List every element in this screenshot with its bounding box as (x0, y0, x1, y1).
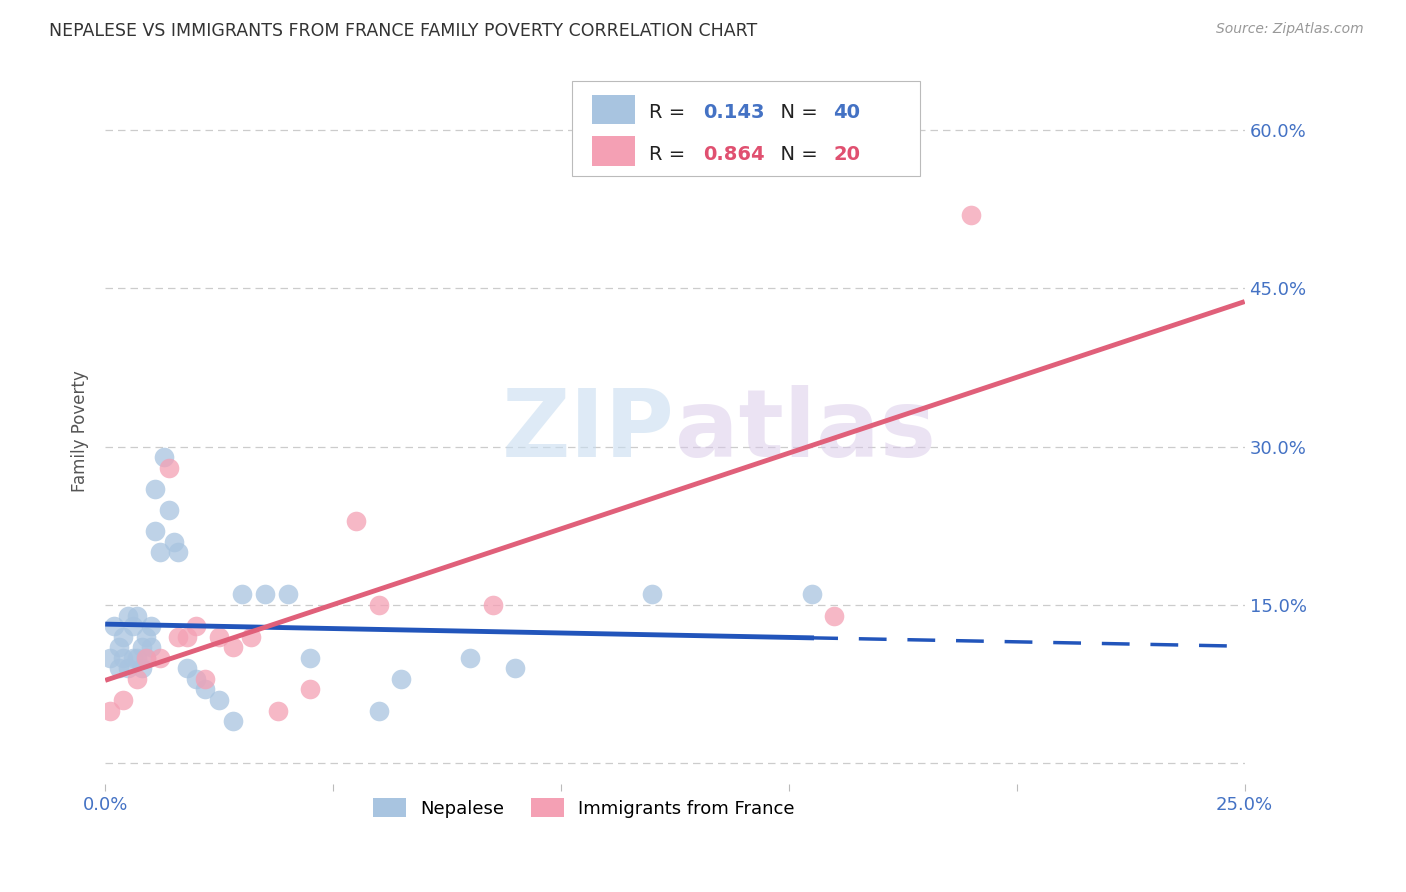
Text: 20: 20 (834, 145, 860, 164)
Point (186, 672, 208, 686)
Point (194, 672, 217, 686)
Point (131, 661, 153, 675)
Point (149, 545, 172, 559)
Point (458, 650, 481, 665)
Point (103, 619, 125, 633)
Point (823, 608, 845, 623)
FancyBboxPatch shape (572, 81, 920, 177)
Point (167, 630, 190, 644)
Point (108, 640, 131, 655)
Point (186, 619, 208, 633)
Point (127, 608, 149, 623)
Text: R =: R = (648, 145, 692, 164)
Point (222, 640, 245, 655)
Point (367, 704, 389, 718)
Y-axis label: Family Poverty: Family Poverty (72, 370, 89, 491)
Point (276, 587, 298, 601)
Point (167, 545, 190, 559)
Point (299, 682, 322, 697)
Point (208, 693, 231, 707)
Point (98, 650, 121, 665)
Point (135, 650, 157, 665)
Point (112, 630, 135, 644)
Text: 0.864: 0.864 (703, 145, 765, 164)
Point (143, 524, 166, 538)
Text: atlas: atlas (675, 385, 936, 477)
Point (149, 650, 172, 665)
Point (131, 640, 153, 655)
Point (112, 693, 135, 707)
Point (481, 598, 503, 612)
FancyBboxPatch shape (592, 95, 636, 124)
Point (505, 661, 527, 675)
Point (800, 587, 823, 601)
Point (222, 714, 245, 728)
Point (112, 650, 135, 665)
Point (108, 661, 131, 675)
Point (98, 704, 121, 718)
FancyBboxPatch shape (592, 136, 636, 166)
Point (344, 514, 367, 528)
Point (208, 630, 231, 644)
Point (153, 450, 176, 465)
Text: N =: N = (768, 103, 824, 122)
Point (176, 630, 198, 644)
Text: R =: R = (648, 103, 692, 122)
Point (176, 661, 198, 675)
Point (299, 650, 322, 665)
Legend: Nepalese, Immigrants from France: Nepalese, Immigrants from France (366, 791, 801, 825)
Point (367, 598, 389, 612)
Point (127, 650, 149, 665)
Point (135, 650, 157, 665)
Point (157, 461, 180, 475)
Point (127, 672, 149, 686)
Text: 0.143: 0.143 (703, 103, 765, 122)
Point (121, 650, 143, 665)
Point (267, 704, 290, 718)
Point (960, 208, 983, 222)
Point (117, 661, 139, 675)
Point (641, 587, 664, 601)
Text: NEPALESE VS IMMIGRANTS FROM FRANCE FAMILY POVERTY CORRELATION CHART: NEPALESE VS IMMIGRANTS FROM FRANCE FAMIL… (49, 22, 758, 40)
Point (143, 482, 166, 496)
Point (135, 630, 157, 644)
Point (194, 682, 217, 697)
Point (240, 630, 263, 644)
Point (391, 672, 413, 686)
Point (121, 619, 143, 633)
Point (139, 640, 162, 655)
Point (162, 534, 184, 549)
Point (139, 619, 162, 633)
Text: ZIP: ZIP (502, 385, 675, 477)
Point (117, 608, 139, 623)
Point (231, 587, 253, 601)
Text: 40: 40 (834, 103, 860, 122)
Point (253, 587, 276, 601)
Point (157, 503, 180, 517)
Text: Source: ZipAtlas.com: Source: ZipAtlas.com (1216, 22, 1364, 37)
Text: N =: N = (768, 145, 824, 164)
